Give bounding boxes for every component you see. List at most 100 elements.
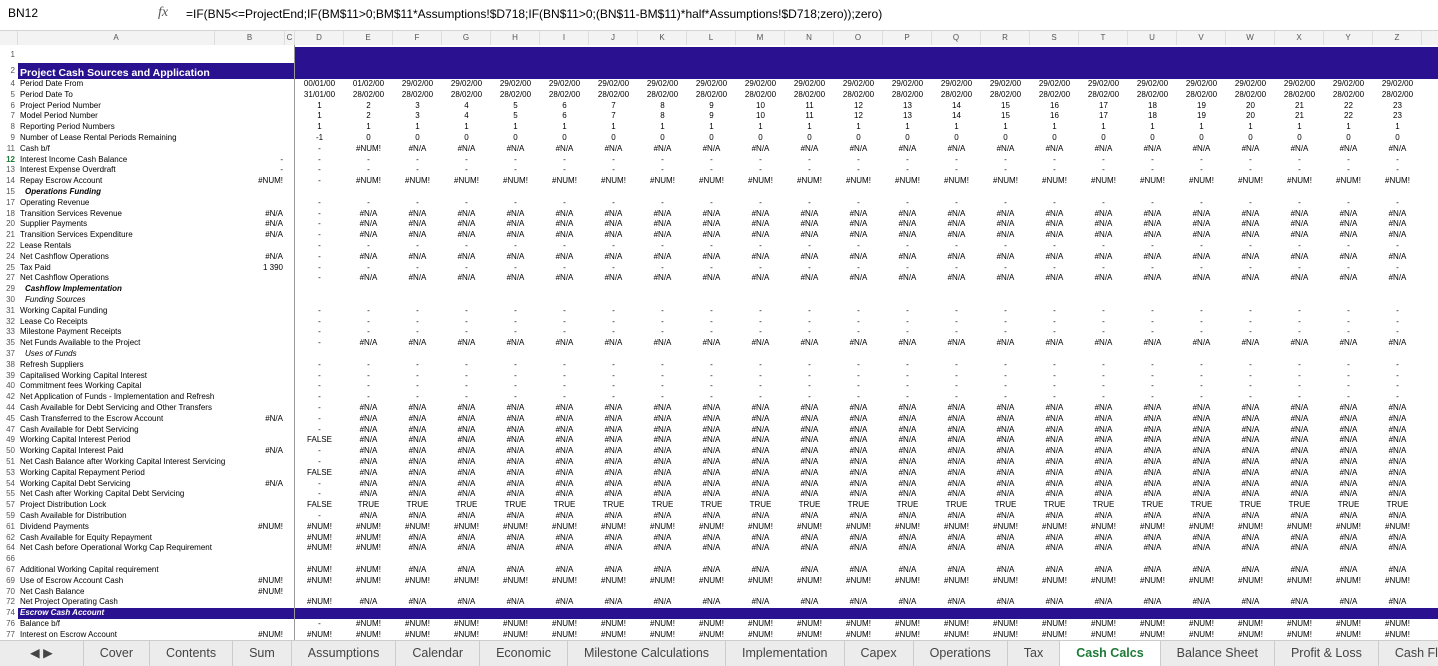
cell[interactable]: #N/A [1094, 208, 1113, 218]
cell[interactable]: 1 [660, 122, 665, 132]
cell[interactable]: - [465, 392, 468, 402]
cell[interactable]: #N/A [849, 565, 868, 574]
cell[interactable]: #N/A [1094, 230, 1113, 240]
cell[interactable]: FALSE [307, 500, 332, 510]
row-number[interactable]: 22 [6, 241, 15, 250]
cell[interactable]: #N/A [653, 435, 672, 445]
cell[interactable]: - [1102, 305, 1105, 315]
cell[interactable]: #N/A [898, 251, 917, 261]
row-number[interactable]: 17 [6, 197, 15, 207]
cell[interactable]: #N/A [947, 338, 966, 348]
cell[interactable]: 31/01/00 [303, 89, 336, 99]
cell[interactable]: #N/A [555, 143, 574, 153]
column-header[interactable]: A [18, 31, 215, 45]
cell[interactable]: - [906, 154, 909, 164]
cell[interactable]: 2 [366, 100, 371, 110]
cell[interactable]: #N/A [996, 543, 1015, 553]
cell[interactable]: 16 [1050, 100, 1059, 110]
cell[interactable]: - [710, 370, 713, 380]
sheet-tab[interactable]: Cash Flo [1379, 641, 1438, 666]
cell[interactable]: #N/A [1192, 467, 1211, 477]
cell[interactable]: - [808, 370, 811, 380]
column-header[interactable]: H [491, 31, 540, 45]
cell[interactable]: 0 [709, 133, 714, 142]
cell[interactable]: 1 [1150, 122, 1155, 132]
row-label[interactable]: Working Capital Repayment Period [20, 467, 145, 477]
cell[interactable]: #N/A [1143, 446, 1162, 456]
cell[interactable]: - [563, 316, 566, 326]
cell[interactable]: 1 [464, 122, 469, 132]
cell[interactable]: #N/A [1290, 251, 1309, 261]
row-label[interactable]: Refresh Suppliers [20, 359, 84, 369]
cell[interactable]: #N/A [1290, 511, 1309, 520]
cell[interactable]: #NUM! [552, 619, 577, 628]
cell[interactable]: #NUM! [1287, 176, 1312, 186]
cell[interactable]: #N/A [555, 413, 574, 423]
cell[interactable]: #N/A [1045, 413, 1064, 423]
cell[interactable]: #NUM! [846, 176, 871, 186]
cell[interactable]: #N/A [849, 457, 868, 466]
cell[interactable]: #NUM! [405, 176, 430, 186]
cell[interactable]: #N/A [702, 511, 721, 520]
cell[interactable]: TRUE [1239, 500, 1262, 510]
cell[interactable]: - [906, 392, 909, 402]
cell[interactable]: - [1053, 241, 1056, 250]
cell[interactable]: - [563, 327, 566, 337]
cell[interactable]: #N/A [1094, 565, 1113, 574]
cell[interactable]: TRUE [504, 500, 527, 510]
cell[interactable]: #NUM! [307, 575, 332, 585]
cell[interactable]: #NUM! [503, 629, 528, 639]
cell[interactable]: - [955, 241, 958, 250]
cell[interactable]: #N/A [751, 273, 770, 283]
cell[interactable]: - [759, 197, 762, 207]
row-number[interactable]: 49 [6, 435, 15, 445]
cell[interactable]: #N/A [1143, 532, 1162, 542]
cell[interactable]: - [318, 392, 321, 402]
cell[interactable]: 0 [1248, 133, 1253, 142]
cell[interactable]: 0 [1346, 133, 1351, 142]
cell[interactable]: - [955, 316, 958, 326]
cell[interactable]: - [1347, 305, 1350, 315]
cell[interactable]: 1 [1199, 122, 1204, 132]
cell[interactable]: #N/A [604, 489, 623, 499]
row-label[interactable]: Net Cashflow Operations [20, 251, 109, 261]
cell[interactable]: #N/A [653, 532, 672, 542]
row-label[interactable]: Net Cash after Working Capital Debt Serv… [20, 489, 185, 499]
cell[interactable]: #N/A [1388, 532, 1407, 542]
cell[interactable]: #N/A [1339, 597, 1358, 607]
cell[interactable]: #N/A [265, 446, 283, 456]
cell[interactable]: #N/A [1045, 478, 1064, 488]
cell[interactable]: - [661, 154, 664, 164]
cell[interactable]: #N/A [1290, 435, 1309, 445]
cell[interactable]: #N/A [849, 532, 868, 542]
cell[interactable]: 2 [366, 111, 371, 121]
cell[interactable]: 3 [415, 111, 420, 121]
cell[interactable]: #N/A [702, 219, 721, 229]
cell[interactable]: #N/A [555, 597, 574, 607]
cell[interactable]: 29/02/00 [401, 79, 434, 88]
cell[interactable]: #N/A [702, 424, 721, 434]
cell[interactable]: #NUM! [1238, 176, 1263, 186]
cell[interactable]: TRUE [847, 500, 870, 510]
cell[interactable]: #NUM! [454, 629, 479, 639]
sheet-tab[interactable]: Cash Calcs [1060, 641, 1161, 666]
cell[interactable]: #NUM! [307, 629, 332, 639]
cell[interactable]: 29/02/00 [793, 79, 826, 88]
cell[interactable]: #N/A [1143, 143, 1162, 153]
row-label[interactable]: Commitment fees Working Capital [20, 381, 142, 391]
cell[interactable]: - [1347, 327, 1350, 337]
cell[interactable]: #NUM! [993, 619, 1018, 628]
row-label[interactable]: Operations Funding [25, 187, 101, 196]
row-number[interactable]: 72 [6, 597, 15, 607]
row-number[interactable]: 66 [6, 554, 15, 564]
cell[interactable]: - [612, 241, 615, 250]
cell[interactable]: TRUE [896, 500, 919, 510]
cell[interactable]: #N/A [1094, 435, 1113, 445]
cell[interactable]: #N/A [1339, 543, 1358, 553]
cell[interactable]: #NUM! [650, 521, 675, 531]
cell[interactable]: - [1249, 305, 1252, 315]
cell[interactable]: 29/02/00 [1136, 79, 1169, 88]
cell[interactable]: #N/A [1143, 478, 1162, 488]
cell[interactable]: 13 [903, 111, 912, 121]
cell[interactable]: #N/A [506, 597, 525, 607]
